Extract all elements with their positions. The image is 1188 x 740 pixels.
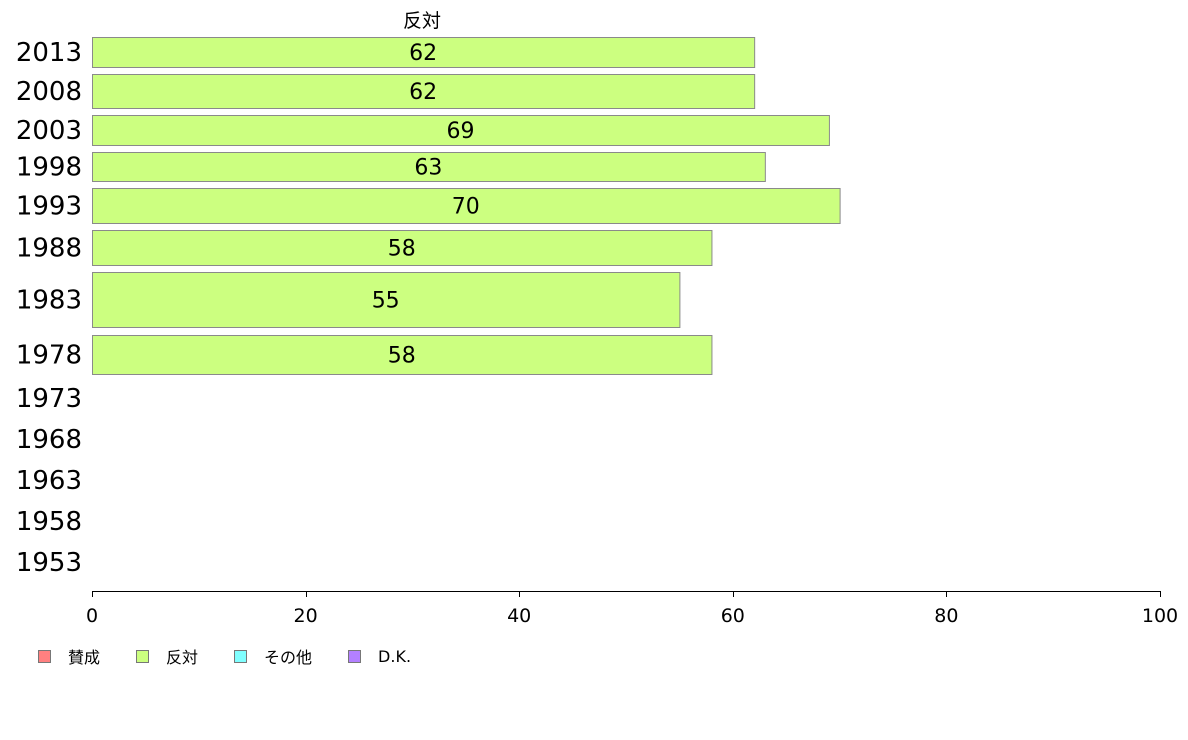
y-tick-label: 1988 bbox=[16, 234, 82, 264]
data-label: 62 bbox=[409, 80, 437, 105]
legend-item-hantai: 反対 bbox=[136, 644, 198, 668]
y-tick-label: 2013 bbox=[16, 38, 82, 68]
y-tick-label: 2003 bbox=[16, 116, 82, 146]
x-tick-label: 40 bbox=[507, 605, 531, 627]
x-tick-label: 0 bbox=[86, 605, 98, 627]
legend-swatch-sonota bbox=[234, 649, 248, 663]
data-label: 69 bbox=[446, 119, 474, 144]
bar bbox=[92, 152, 766, 182]
data-label: 63 bbox=[414, 156, 442, 181]
data-label: 55 bbox=[372, 289, 400, 314]
y-tick-label: 1953 bbox=[16, 548, 82, 578]
legend-label-dk: D.K. bbox=[378, 646, 412, 666]
legend: 賛成 反対 その他 D.K. bbox=[38, 644, 447, 668]
y-tick-label: 1998 bbox=[16, 153, 82, 183]
data-label: 70 bbox=[452, 195, 480, 220]
chart-title: 反対 bbox=[403, 10, 441, 32]
legend-item-sonota: その他 bbox=[234, 644, 312, 668]
y-tick-label: 1968 bbox=[16, 425, 82, 455]
legend-swatch-dk bbox=[348, 649, 362, 663]
x-tick-label: 20 bbox=[294, 605, 318, 627]
legend-label-hantai: 反対 bbox=[166, 648, 199, 667]
y-tick-label: 1978 bbox=[16, 341, 82, 371]
bar bbox=[92, 272, 681, 328]
x-tick-label: 60 bbox=[721, 605, 745, 627]
y-tick-label: 1983 bbox=[16, 286, 82, 316]
bar bbox=[92, 74, 756, 109]
legend-label-sonota: その他 bbox=[264, 648, 313, 667]
y-tick-label: 1963 bbox=[16, 466, 82, 496]
legend-item-sansei: 賛成 bbox=[38, 644, 100, 668]
legend-swatch-sansei bbox=[38, 649, 51, 663]
x-tick-label: 100 bbox=[1142, 605, 1178, 627]
data-label: 58 bbox=[388, 344, 416, 369]
legend-item-dk: D.K. bbox=[348, 647, 411, 666]
bar bbox=[92, 230, 713, 266]
bar bbox=[92, 188, 841, 224]
data-label: 62 bbox=[409, 41, 437, 66]
data-label: 58 bbox=[388, 237, 416, 262]
legend-swatch-hantai bbox=[136, 649, 150, 663]
y-tick-label: 2008 bbox=[16, 77, 82, 107]
bar bbox=[92, 115, 830, 146]
y-tick-label: 1958 bbox=[16, 507, 82, 537]
y-tick-label: 1973 bbox=[16, 384, 82, 414]
bar bbox=[92, 37, 756, 68]
y-tick-label: 1993 bbox=[16, 192, 82, 222]
x-tick-label: 80 bbox=[934, 605, 958, 627]
legend-label-sansei: 賛成 bbox=[68, 648, 101, 667]
bar bbox=[92, 335, 713, 375]
